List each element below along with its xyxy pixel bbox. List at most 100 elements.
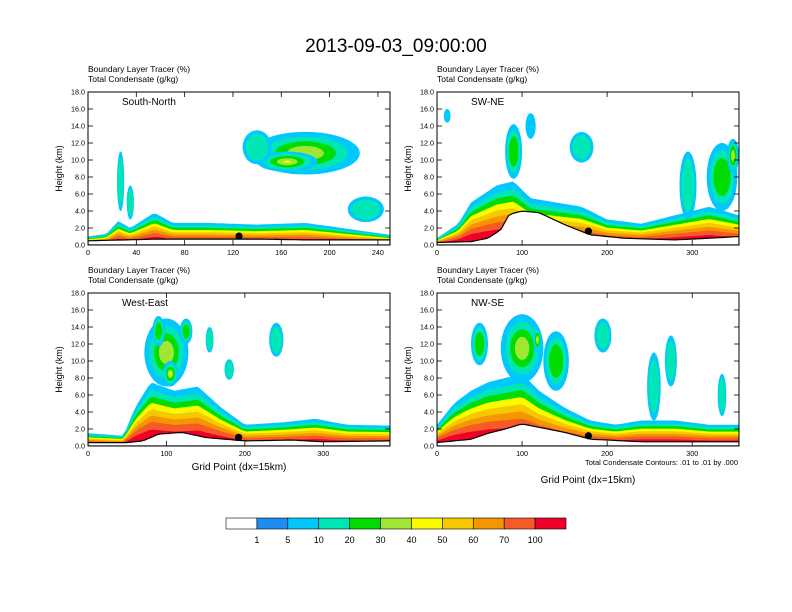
tracer-blob: [718, 378, 726, 412]
y-tick-label: 14.0: [420, 323, 434, 332]
colorbar-label: 100: [528, 535, 543, 545]
y-tick-label: 0.0: [75, 241, 85, 250]
y-tick-label: 14.0: [420, 122, 434, 131]
y-tick-label: 14.0: [71, 122, 85, 131]
colorbar-label: 1: [254, 535, 259, 545]
plot-area: [88, 130, 390, 245]
panel-label: West-East: [122, 298, 168, 309]
y-tick-label: 0.0: [424, 442, 434, 451]
panel-label: South-North: [122, 97, 176, 108]
tracer-blob: [648, 360, 660, 413]
panel-nw-se: 0.0 2.0 4.0 6.0 8.0 10.0 12.0 14.0 16.0 18.0 0 100 2…: [403, 265, 740, 486]
y-tick-label: 10.0: [71, 156, 85, 165]
panel-label: NW-SE: [471, 298, 504, 309]
colorbar-swatch: [225, 517, 258, 530]
plot-frame: [87, 91, 391, 246]
tracer-blob: [443, 109, 451, 123]
y-tick-label: 8.0: [424, 374, 434, 383]
x-tick-label: 200: [601, 248, 613, 257]
tracer-blob: [158, 340, 174, 365]
x-tick-label: 240: [372, 248, 384, 257]
y-tick-label: 0.0: [75, 442, 85, 451]
x-axis-label: Grid Point (dx=15km): [192, 462, 287, 473]
terrain: [88, 431, 390, 446]
tracer-blob: [206, 329, 213, 350]
location-marker: [584, 227, 593, 235]
x-tick-label: 160: [275, 248, 287, 257]
y-tick-label: 6.0: [75, 190, 85, 199]
colorbar-label: 40: [406, 535, 416, 545]
panels: 0.0 2.0 4.0 6.0 8.0 10.0 12.0 14.0 16.0 18.0 0 40 80…: [54, 64, 740, 486]
panel-title-line: Total Condensate (g/kg): [88, 74, 178, 84]
tracer-blob: [270, 326, 282, 354]
tracer-blob: [225, 361, 233, 378]
tracer-blob: [572, 135, 591, 160]
panel-sw-ne: 0.0 2.0 4.0 6.0 8.0 10.0 12.0 14.0 16.0 18.0 0 100 2…: [403, 64, 740, 257]
y-axis-label: Height (km): [54, 346, 64, 393]
plot-area: [88, 316, 390, 446]
panel-south-north: 0.0 2.0 4.0 6.0 8.0 10.0 12.0 14.0 16.0 18.0 0 40 80…: [54, 64, 391, 257]
location-marker: [235, 232, 243, 240]
colorbar-swatch: [380, 517, 412, 530]
plot-frame: [436, 292, 740, 447]
y-tick-label: 4.0: [75, 207, 85, 216]
colorbar-label: 70: [499, 535, 509, 545]
colorbar-label: 50: [437, 535, 447, 545]
x-tick-label: 100: [516, 449, 528, 458]
tracer-blob: [536, 338, 539, 342]
tracer-blob: [182, 324, 190, 339]
y-tick-label: 18.0: [420, 88, 434, 97]
tracer-blob: [514, 336, 530, 360]
panel-label: SW-NE: [471, 97, 504, 108]
y-tick-label: 8.0: [75, 173, 85, 182]
x-tick-label: 120: [227, 248, 239, 257]
x-tick-label: 300: [686, 248, 698, 257]
y-tick-label: 8.0: [424, 173, 434, 182]
terrain: [437, 210, 739, 245]
colorbar-swatch: [442, 517, 474, 530]
y-tick-label: 2.0: [75, 224, 85, 233]
y-tick-label: 12.0: [420, 139, 434, 148]
plot-frame: [87, 292, 391, 447]
y-tick-label: 0.0: [424, 241, 434, 250]
y-tick-label: 2.0: [424, 224, 434, 233]
x-tick-label: 80: [181, 248, 189, 257]
contour-note: Total Condensate Contours: .01 to .01 by…: [585, 458, 738, 467]
tracer-blob: [525, 113, 536, 139]
y-axis-label: Height (km): [403, 145, 413, 192]
colorbar-label: 20: [345, 535, 355, 545]
colorbar-swatch: [534, 517, 567, 530]
tracer-blob: [731, 150, 735, 162]
colorbar-swatch: [503, 517, 536, 530]
x-tick-label: 200: [239, 449, 251, 458]
x-tick-label: 0: [86, 248, 90, 257]
colorbar: 1 5 10 20 30 40 50 60 70 100: [225, 517, 567, 545]
y-tick-label: 6.0: [424, 190, 434, 199]
colorbar-swatch: [318, 517, 350, 530]
panel-title-line: Boundary Layer Tracer (%): [437, 64, 539, 74]
y-tick-label: 6.0: [75, 391, 85, 400]
colorbar-swatch: [411, 517, 443, 530]
x-tick-label: 200: [601, 449, 613, 458]
tracer-blob: [508, 136, 519, 167]
panel-title-line: Total Condensate (g/kg): [88, 275, 178, 285]
colorbar-swatch: [287, 517, 320, 530]
y-tick-label: 12.0: [71, 139, 85, 148]
y-tick-label: 16.0: [420, 105, 434, 114]
x-tick-label: 200: [324, 248, 336, 257]
tracer-blob: [681, 159, 695, 212]
y-tick-label: 12.0: [71, 340, 85, 349]
tracer-blob: [127, 189, 134, 216]
panel-title-line: Total Condensate (g/kg): [437, 74, 527, 84]
terrain: [88, 238, 390, 245]
y-tick-label: 6.0: [424, 391, 434, 400]
plot-area: [437, 314, 739, 446]
y-tick-label: 14.0: [71, 323, 85, 332]
colorbar-swatch: [472, 517, 505, 530]
location-marker: [235, 433, 243, 441]
panel-title-line: Boundary Layer Tracer (%): [88, 265, 190, 275]
y-tick-label: 4.0: [424, 207, 434, 216]
y-tick-label: 2.0: [75, 425, 85, 434]
tracer-blob: [596, 322, 610, 349]
tracer-blob: [155, 322, 163, 340]
